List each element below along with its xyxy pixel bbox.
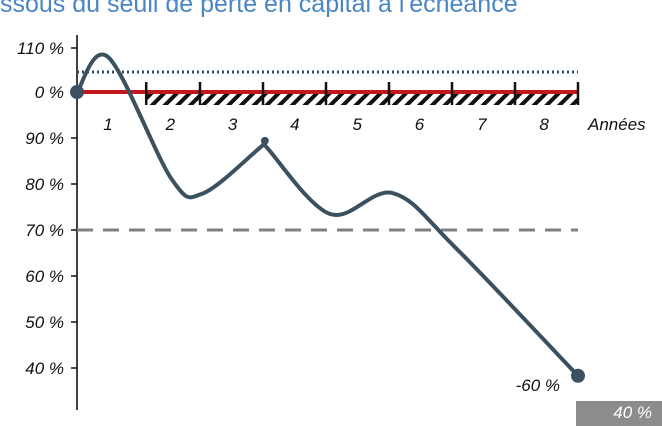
start-point [70,85,84,99]
y-tick-label: 90 % [25,129,64,148]
y-tick-label: 80 % [25,175,64,194]
y-tick-label: 40 % [25,359,64,378]
series-line [75,52,580,378]
y-tick-label: 0 % [35,83,64,102]
end-label: -60 % [516,376,560,395]
x-tick-label: 8 [539,115,549,134]
y-tick-label: 50 % [25,313,64,332]
x-tick-label: 6 [415,115,425,134]
chart-title: ssous du seuil de perte en capital à l'é… [0,0,518,18]
x-tick-label: 2 [165,115,176,134]
x-tick-label: 1 [103,115,112,134]
final-value-label: 40 % [613,403,652,422]
x-tick-label: 3 [228,115,238,134]
x-tick-label: 7 [477,115,487,134]
y-tick-label: 60 % [25,267,64,286]
final-value-badge: 40 % [576,401,662,426]
x-axis-title: Années [587,115,646,134]
x-tick-label: 4 [290,115,299,134]
hatched-band [146,92,578,105]
y-tick-label: 110 % [17,39,64,58]
y-tick-label: 70 % [25,221,64,240]
x-tick-label: 5 [352,115,362,134]
end-point [571,368,585,383]
